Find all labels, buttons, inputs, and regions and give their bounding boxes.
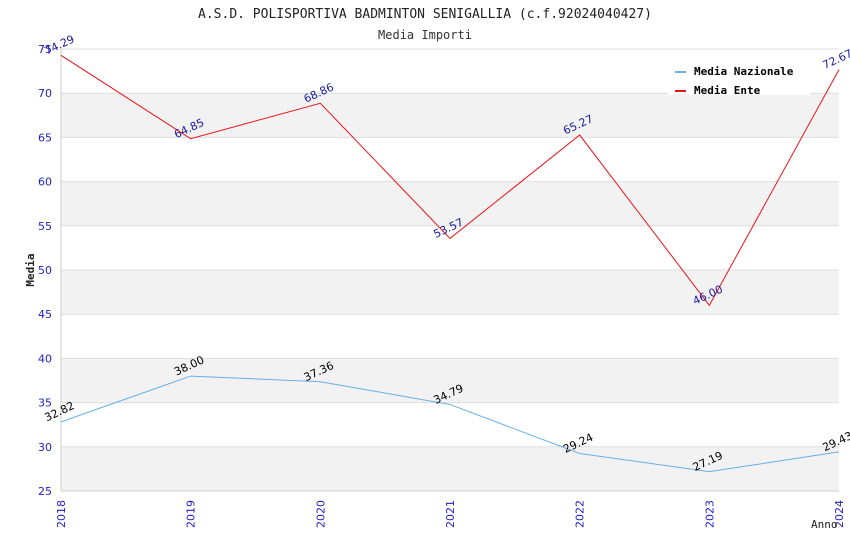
plot-band [61, 358, 839, 403]
legend-box [668, 59, 810, 95]
x-tick-label: 2024 [833, 500, 846, 528]
y-axis-ticks: 25 30 35 40 45 50 55 60 65 70 75 [38, 43, 52, 498]
grid-lines [60, 48, 839, 492]
y-tick-label: 65 [38, 131, 52, 144]
legend: Media Nazionale Media Ente [668, 59, 810, 97]
plot-band [61, 402, 839, 447]
plot-band [61, 270, 839, 315]
y-axis-label: Media [24, 253, 37, 286]
legend-label-media-nazionale: Media Nazionale [694, 65, 794, 78]
y-tick-label: 50 [38, 264, 52, 277]
chart-title: A.S.D. POLISPORTIVA BADMINTON SENIGALLIA… [198, 7, 652, 22]
x-tick-label: 2023 [703, 500, 716, 528]
series-line-media-nazionale [60, 375, 840, 473]
plot-band [61, 225, 839, 270]
y-tick-label: 45 [38, 308, 52, 321]
y-tick-label: 25 [38, 485, 52, 498]
series-lines [60, 54, 840, 473]
x-axis-ticks: 2018 2019 2020 2021 2022 2023 2024 [55, 500, 846, 528]
plot-band [61, 446, 839, 491]
plot-band [61, 93, 839, 138]
x-axis-label: Anno [811, 518, 838, 531]
plot-band [61, 137, 839, 182]
y-tick-label: 40 [38, 352, 52, 365]
y-tick-label: 30 [38, 441, 52, 454]
y-tick-label: 70 [38, 87, 52, 100]
y-tick-label: 35 [38, 397, 52, 410]
x-tick-label: 2021 [444, 500, 457, 528]
y-tick-label: 60 [38, 176, 52, 189]
x-tick-label: 2018 [55, 500, 68, 528]
y-tick-label: 55 [38, 220, 52, 233]
plot-band [61, 181, 839, 226]
series-line-media-ente [60, 54, 840, 307]
x-tick-label: 2022 [574, 500, 587, 528]
x-tick-label: 2019 [185, 500, 198, 528]
chart-subtitle: Media Importi [378, 28, 472, 42]
legend-label-media-ente: Media Ente [694, 84, 761, 97]
x-tick-label: 2020 [314, 500, 327, 528]
plot-band [61, 314, 839, 359]
y-tick-label: 75 [38, 43, 52, 56]
plot-bands [61, 49, 839, 491]
